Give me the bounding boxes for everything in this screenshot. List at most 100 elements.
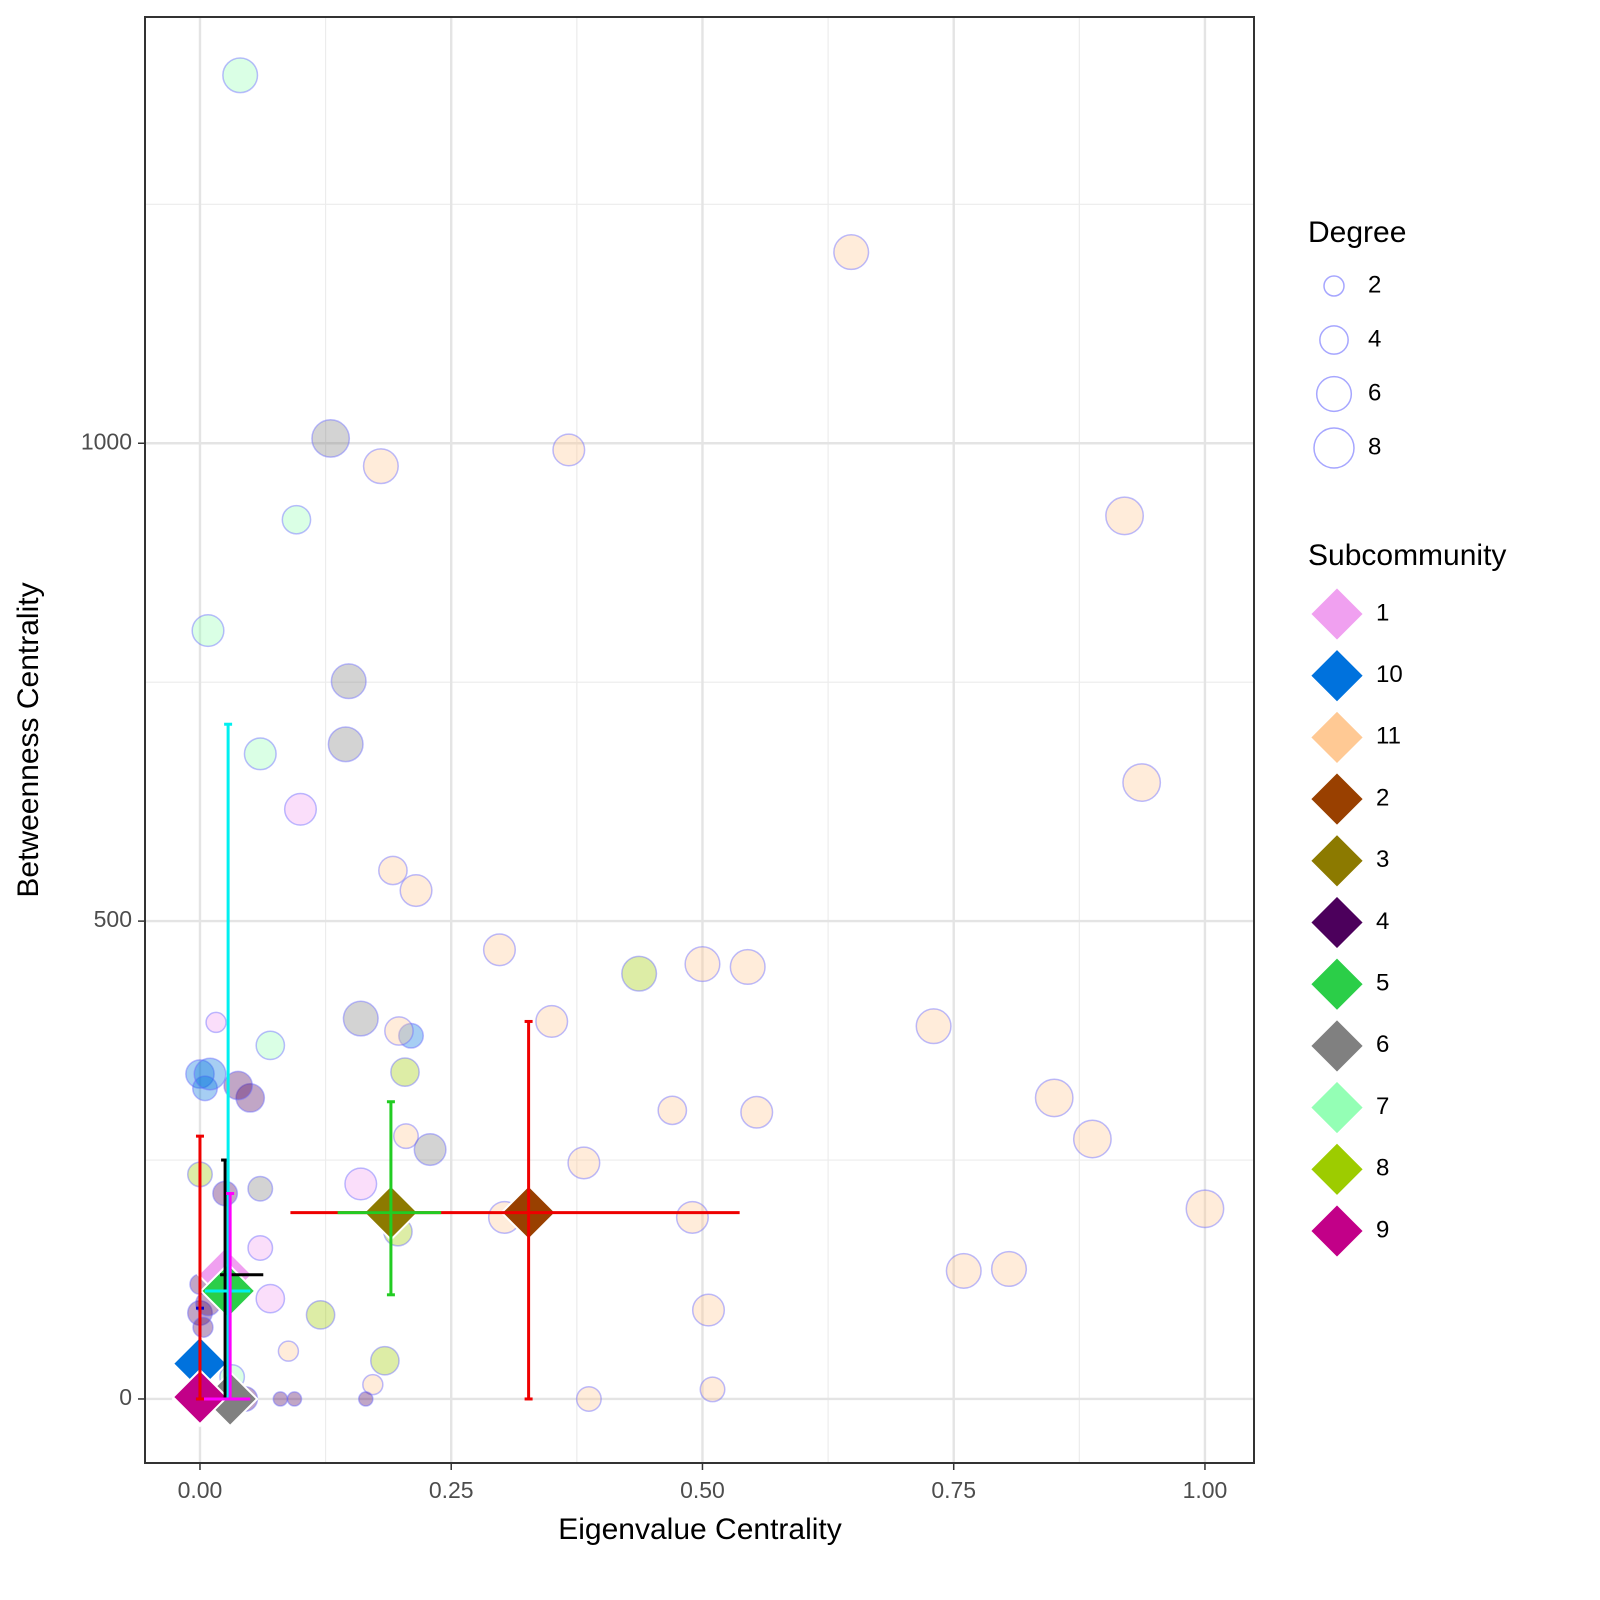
legend-key xyxy=(1308,708,1366,766)
node-point xyxy=(255,1283,286,1314)
node-point xyxy=(833,234,870,271)
node-point xyxy=(915,1008,952,1045)
node-point xyxy=(567,1146,601,1180)
node-point xyxy=(1122,763,1162,802)
legend-label: 11 xyxy=(1376,723,1401,750)
node-point xyxy=(621,955,658,992)
node-point xyxy=(398,1022,425,1049)
y-tick-label: 0 xyxy=(119,1384,132,1410)
node-point xyxy=(675,1200,709,1234)
x-tick-label: 0.00 xyxy=(178,1477,223,1503)
legend-key xyxy=(1308,894,1366,951)
color-legend-title: Subcommunity xyxy=(1308,539,1506,572)
node-point xyxy=(657,1095,688,1126)
size-legend-key xyxy=(1319,325,1349,355)
legend-key xyxy=(1308,647,1366,705)
node-point xyxy=(392,1123,419,1150)
size-legend-title: Degree xyxy=(1308,216,1406,249)
node-point xyxy=(729,948,766,986)
legend-key xyxy=(1308,585,1366,643)
node-point xyxy=(330,663,367,700)
node-point xyxy=(413,1132,447,1167)
size-legend-label: 6 xyxy=(1368,379,1381,406)
node-point xyxy=(575,1385,602,1412)
size-legend-label: 4 xyxy=(1368,325,1381,352)
node-point xyxy=(362,448,399,485)
legend-key xyxy=(1308,1140,1366,1198)
legend-key xyxy=(1308,770,1366,828)
node-point xyxy=(311,419,351,458)
node-point xyxy=(247,1234,274,1261)
size-legend-key xyxy=(1313,427,1355,469)
node-point xyxy=(277,1340,300,1362)
node-point xyxy=(699,1376,726,1403)
node-point xyxy=(535,1004,569,1039)
legend-label: 1 xyxy=(1376,599,1389,626)
node-point xyxy=(235,1083,266,1113)
node-point xyxy=(327,726,364,763)
node-point xyxy=(945,1252,982,1289)
size-legend-label: 8 xyxy=(1368,433,1381,460)
node-point xyxy=(185,1059,215,1089)
legend-key xyxy=(1308,1202,1366,1260)
node-point xyxy=(691,1293,726,1327)
node-point xyxy=(222,57,259,94)
node-point xyxy=(990,1250,1028,1288)
node-point xyxy=(399,873,433,908)
node-point xyxy=(305,1299,336,1330)
node-point xyxy=(272,1391,289,1407)
node-point xyxy=(390,1057,420,1088)
node-point xyxy=(193,1057,227,1091)
node-point xyxy=(283,792,318,826)
node-point xyxy=(286,1391,303,1407)
x-tick-label: 0.50 xyxy=(680,1477,725,1503)
legend-key xyxy=(1308,1079,1366,1137)
legend-key xyxy=(1308,1017,1366,1075)
size-legend-key xyxy=(1315,375,1353,413)
node-point xyxy=(255,1030,286,1061)
node-point xyxy=(1185,1189,1225,1229)
node-point xyxy=(1034,1078,1074,1118)
node-point xyxy=(1072,1119,1112,1159)
y-tick-label: 1000 xyxy=(81,428,132,454)
node-point xyxy=(552,433,586,467)
node-point xyxy=(191,614,225,648)
node-point xyxy=(362,1373,384,1396)
plot-border xyxy=(144,16,1255,1464)
size-legend-key xyxy=(1323,275,1345,297)
legend-label: 8 xyxy=(1376,1155,1389,1182)
node-point xyxy=(378,855,408,886)
x-tick-label: 1.00 xyxy=(1183,1477,1228,1503)
size-legend-label: 2 xyxy=(1368,271,1381,298)
node-point xyxy=(192,1316,214,1339)
node-point xyxy=(243,737,277,771)
legend-label: 3 xyxy=(1376,846,1389,873)
y-axis-title: Betweenness Centrality xyxy=(12,582,45,897)
x-tick-label: 0.75 xyxy=(931,1477,976,1503)
legend-label: 5 xyxy=(1376,970,1389,997)
x-tick-label: 0.25 xyxy=(429,1477,474,1503)
legend-label: 10 xyxy=(1376,661,1403,688)
node-point xyxy=(1105,496,1145,536)
legend-key xyxy=(1308,955,1366,1013)
node-point xyxy=(384,1016,414,1046)
node-point xyxy=(684,946,721,983)
legend-label: 6 xyxy=(1376,1031,1389,1058)
legend-key xyxy=(1308,832,1366,890)
node-point xyxy=(344,1167,378,1201)
node-point xyxy=(740,1095,774,1129)
node-point xyxy=(281,504,312,535)
node-point xyxy=(357,1391,374,1407)
node-point xyxy=(342,1000,379,1037)
legend-label: 9 xyxy=(1376,1216,1389,1243)
legend-label: 2 xyxy=(1376,784,1389,811)
node-point xyxy=(205,1011,227,1034)
node-point xyxy=(247,1175,274,1202)
legend-label: 4 xyxy=(1376,908,1389,935)
x-axis-title: Eigenvalue Centrality xyxy=(558,1513,842,1546)
node-point xyxy=(369,1345,400,1376)
y-tick-label: 500 xyxy=(94,906,132,932)
node-point xyxy=(482,933,517,967)
legend-label: 7 xyxy=(1376,1093,1389,1120)
